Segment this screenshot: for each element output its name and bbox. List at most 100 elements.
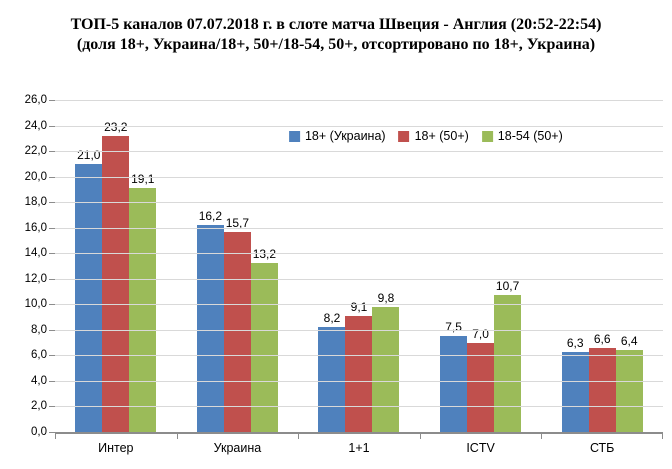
y-tick [49, 176, 55, 178]
bar-wrapper: 9,1 [345, 100, 373, 432]
bar [615, 350, 643, 432]
y-axis-label: 16,0 [24, 221, 47, 234]
y-axis-label: 0,0 [31, 426, 47, 438]
bar [345, 315, 373, 432]
y-axis-label: 4,0 [31, 374, 47, 387]
bar-value-label: 6,4 [620, 334, 638, 349]
plot-area: 21,0 23,2 19,1 16,2 15,7 13,2 8,2 9,1 9,8 7,5 7,0 1… [49, 100, 663, 439]
chart-legend: 18+ (Украина) 18+ (50+) 18-54 (50+) [288, 129, 563, 143]
bar-wrapper: 6,3 [561, 100, 589, 432]
y-tick [49, 227, 55, 229]
gridline [55, 100, 663, 101]
y-axis-label: 24,0 [24, 119, 47, 132]
category-label: Интер [98, 441, 134, 455]
bar-value-label: 10,7 [495, 279, 520, 294]
gridline [55, 406, 663, 408]
bar-wrapper: 13,2 [250, 100, 278, 432]
gridline [55, 202, 663, 204]
bar [129, 188, 157, 432]
gridline [55, 253, 663, 255]
bar-group: 21,0 23,2 19,1 [55, 100, 177, 432]
gridline [55, 151, 663, 153]
gridline [55, 278, 663, 280]
y-axis-label: 20,0 [24, 170, 47, 183]
legend-label: 18+ (Украина) [304, 129, 386, 143]
bar-value-label: 7,5 [445, 320, 462, 335]
bar-groups: 21,0 23,2 19,1 16,2 15,7 13,2 8,2 9,1 9,8 7,5 7,0 1… [55, 100, 663, 432]
bar-group: 8,2 9,1 9,8 [298, 100, 420, 432]
bar-wrapper: 6,6 [588, 100, 616, 432]
bar-value-label: 15,7 [225, 215, 250, 230]
y-tick [49, 406, 55, 408]
bar-group: 16,2 15,7 13,2 [177, 100, 299, 432]
y-tick [49, 253, 55, 255]
bar-value-label: 16,2 [198, 209, 223, 224]
bar [588, 347, 616, 432]
category-label: СТБ [589, 441, 615, 455]
y-axis-label: 14,0 [24, 247, 47, 260]
y-axis-label: 26,0 [24, 94, 47, 106]
y-tick [49, 304, 55, 306]
bar [440, 336, 468, 432]
gridline [55, 125, 663, 127]
x-tick [662, 434, 663, 439]
bar-wrapper: 10,7 [494, 100, 522, 432]
gridline [55, 355, 663, 357]
category-label: 1+1 [348, 441, 370, 455]
bar-wrapper: 7,0 [467, 100, 495, 432]
legend-item: 18+ (50+) [398, 129, 469, 143]
x-tick [419, 434, 421, 439]
y-axis-label: 8,0 [31, 323, 47, 336]
bar-value-label: 23,2 [104, 119, 128, 134]
y-axis-label: 6,0 [31, 349, 47, 362]
bar-wrapper: 8,2 [318, 100, 346, 432]
x-tick [541, 434, 543, 439]
bar [372, 306, 400, 432]
bar-value-label: 8,2 [323, 311, 341, 326]
y-tick [49, 202, 55, 204]
y-axis-label: 22,0 [24, 145, 47, 158]
chart-title: ТОП-5 каналов 07.07.2018 г. в слоте матч… [0, 15, 672, 55]
bar [102, 135, 130, 432]
bar-wrapper: 9,8 [372, 100, 400, 432]
bar [494, 295, 522, 432]
bar [561, 351, 589, 432]
x-tick [176, 434, 178, 439]
x-axis-ticks [55, 434, 663, 439]
legend-swatch [288, 130, 300, 142]
category-label: Украина [213, 441, 262, 455]
legend-item: 18-54 (50+) [481, 129, 563, 143]
gridline [55, 329, 663, 331]
gridline [55, 227, 663, 229]
bar-value-label: 6,3 [566, 335, 584, 350]
gridline [55, 380, 663, 382]
y-tick [49, 151, 55, 153]
bar-wrapper: 16,2 [196, 100, 224, 432]
bar [75, 163, 103, 432]
category-label: ICTV [466, 441, 495, 455]
bar [467, 342, 495, 432]
bar-value-label: 21,0 [77, 147, 101, 162]
bar-wrapper: 19,1 [129, 100, 157, 432]
y-tick [49, 100, 55, 101]
bar-wrapper: 23,2 [102, 100, 130, 432]
chart-title-line2: (доля 18+, Украина/18+, 50+/18-54, 50+, … [76, 36, 596, 53]
y-tick [49, 355, 55, 357]
bar [196, 225, 224, 432]
y-tick [49, 432, 55, 433]
bar-value-label: 7,0 [472, 326, 489, 341]
bar-wrapper: 15,7 [223, 100, 251, 432]
bar-wrapper: 6,4 [615, 100, 643, 432]
y-axis-label: 18,0 [24, 196, 47, 209]
gridline [55, 176, 663, 178]
bar-wrapper: 21,0 [75, 100, 103, 432]
bar-value-label: 13,2 [252, 247, 277, 262]
bar-value-label: 6,6 [593, 331, 611, 346]
bar-group: 7,5 7,0 10,7 [420, 100, 542, 432]
x-tick [298, 434, 300, 439]
bar [250, 263, 278, 432]
y-tick [49, 329, 55, 331]
legend-swatch [481, 130, 493, 142]
x-tick [55, 434, 56, 439]
